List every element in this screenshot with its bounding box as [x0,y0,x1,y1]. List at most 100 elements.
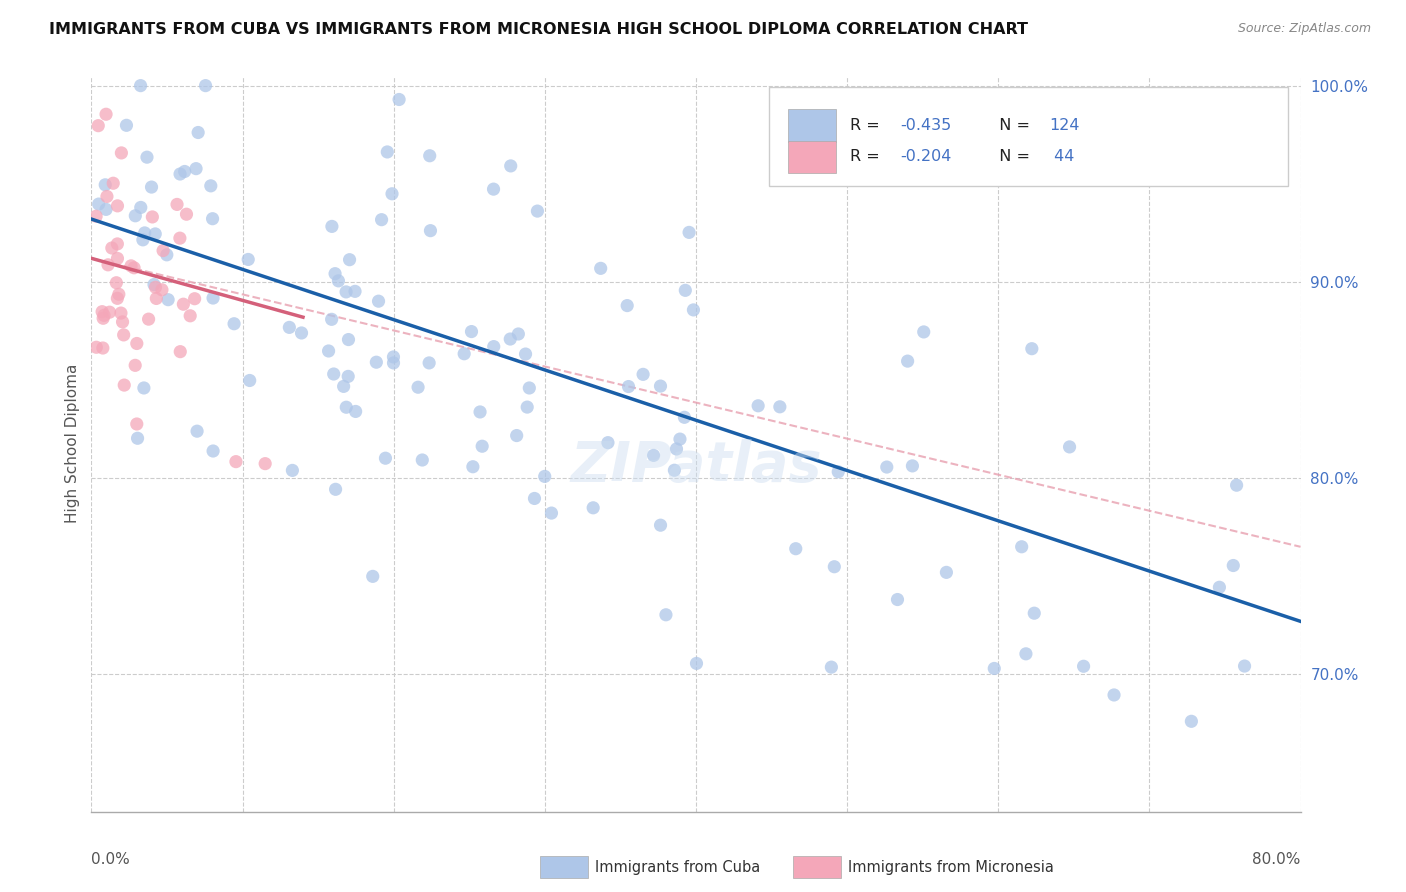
Point [176,207,198,221]
Point [678,226,700,240]
Point [115,118,138,132]
Point [290,326,312,340]
Text: R =: R = [849,149,884,164]
Point [194,78,217,93]
Point [523,491,546,506]
Point [136,150,159,164]
Point [125,417,148,431]
Point [1226,478,1249,492]
Point [328,274,350,288]
Point [935,566,957,580]
Point [375,145,398,159]
Point [361,569,384,583]
Point [321,312,343,326]
Point [125,336,148,351]
Text: -0.204: -0.204 [900,149,952,164]
Point [505,428,527,442]
Point [91,341,114,355]
Point [91,311,114,326]
Point [107,199,129,213]
Point [1073,659,1095,673]
Point [339,252,361,267]
Point [141,210,163,224]
Point [382,356,405,370]
Point [111,315,134,329]
Point [101,241,124,255]
Point [184,161,207,176]
Point [1015,647,1038,661]
Point [1021,342,1043,356]
Point [912,325,935,339]
Point [202,291,225,305]
Point [105,276,128,290]
Point [1059,440,1081,454]
Point [1222,558,1244,573]
Point [157,293,180,307]
Point [94,178,117,192]
Point [169,344,191,359]
Point [482,182,505,196]
Point [143,227,166,241]
Point [93,309,115,323]
Point [103,176,125,190]
Point [388,93,411,107]
Point [87,197,110,211]
Point [665,442,688,456]
Point [1208,580,1230,594]
Point [381,186,404,201]
Point [107,252,129,266]
Point [419,149,441,163]
Point [631,368,654,382]
Point [886,592,908,607]
Point [108,287,131,301]
FancyBboxPatch shape [787,141,837,173]
Point [453,347,475,361]
Text: 44: 44 [1049,149,1074,164]
Point [169,167,191,181]
Text: Immigrants from Cuba: Immigrants from Cuba [595,860,761,874]
Point [112,378,135,392]
Point [1102,688,1125,702]
Point [897,354,920,368]
Point [97,258,120,272]
Point [322,367,344,381]
Point [785,541,807,556]
Point [468,405,491,419]
Point [222,317,245,331]
Point [105,291,128,305]
Point [526,204,548,219]
Point [418,356,440,370]
Point [533,469,555,483]
Point [86,340,108,354]
Point [1233,659,1256,673]
Point [200,178,222,193]
Point [411,453,433,467]
Point [540,506,562,520]
Point [685,657,707,671]
Point [617,379,640,393]
Point [820,660,842,674]
Point [643,449,665,463]
Point [508,326,530,341]
Point [406,380,429,394]
Point [141,180,163,194]
Text: ZIPatlas: ZIPatlas [571,439,821,493]
Point [84,209,107,223]
Point [187,126,209,140]
Point [471,439,494,453]
FancyBboxPatch shape [787,110,837,142]
Y-axis label: High School Diploma: High School Diploma [65,364,80,524]
Point [179,309,201,323]
Point [132,381,155,395]
Point [747,399,769,413]
Point [482,340,505,354]
Point [166,197,188,211]
Point [1180,714,1202,729]
Point [582,500,605,515]
Point [238,252,260,267]
Point [134,226,156,240]
Point [239,374,262,388]
Point [589,261,612,276]
Point [1024,606,1046,620]
Point [318,343,340,358]
